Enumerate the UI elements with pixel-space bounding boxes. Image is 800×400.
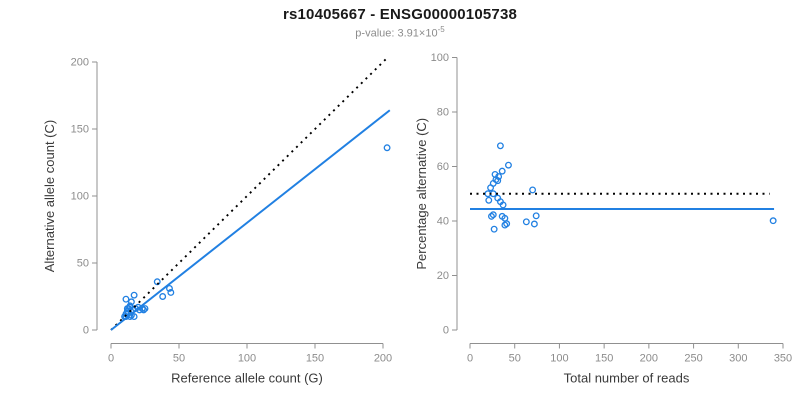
percentage-alternative-scatter: 0 20 40 60 80 100 0 50 100 150 200 250 300 350 Total n… xyxy=(414,52,792,386)
x-tick-label: 0 xyxy=(108,353,114,365)
scatter-point xyxy=(522,218,530,226)
fit-line xyxy=(110,109,391,331)
x-tick-label: 100 xyxy=(550,353,568,365)
y-tick-label: 80 xyxy=(437,107,449,119)
scatter-point xyxy=(499,201,507,209)
scatter-point xyxy=(141,305,149,313)
scatter-point xyxy=(166,285,173,292)
scatter-point xyxy=(125,305,133,313)
pvalue-exponent: -5 xyxy=(437,25,445,34)
y-tick-label: 100 xyxy=(431,52,449,64)
scatter-point xyxy=(769,217,777,225)
scatter-point xyxy=(159,293,167,300)
scatter-point xyxy=(489,211,497,219)
x-tick-label: 50 xyxy=(173,353,185,365)
scatter-point xyxy=(503,220,511,228)
scatter-point xyxy=(494,177,502,185)
y-tick-label: 200 xyxy=(71,57,89,69)
x-tick-label: 100 xyxy=(238,353,256,365)
scatter-point xyxy=(530,220,538,228)
allele-count-scatter: 0 50 100 150 200 0 50 100 150 200 Reference allele… xyxy=(42,57,392,386)
scatter-point xyxy=(167,289,175,296)
pvalue-text: p-value: 3.91×10 xyxy=(355,27,438,40)
y-axis-title: Percentage alternative (C) xyxy=(414,118,429,270)
scatter-point xyxy=(485,196,493,204)
scatter-point xyxy=(498,167,506,175)
y-tick-label: 100 xyxy=(71,191,89,203)
scatter-point xyxy=(130,313,138,321)
x-axis-title: Reference allele count (G) xyxy=(171,371,323,386)
figure-title: rs10405667 - ENSG00000105738 xyxy=(282,6,518,23)
pvalue-subtitle: p-value: 3.91×10-5 xyxy=(0,25,800,40)
y-tick-label: 20 xyxy=(437,270,449,282)
x-tick-label: 50 xyxy=(509,353,521,365)
y-tick-label: 0 xyxy=(443,325,449,337)
y-axis-title: Alternative allele count (C) xyxy=(42,120,57,272)
scatter-point xyxy=(122,295,130,303)
scatter-point xyxy=(505,161,512,169)
y-tick-label: 0 xyxy=(83,325,89,337)
x-axis-title: Total number of reads xyxy=(564,371,690,386)
scatter-point xyxy=(490,225,498,233)
y-tick-label: 150 xyxy=(71,124,89,136)
scatter-point xyxy=(529,186,537,194)
x-tick-label: 200 xyxy=(640,353,658,365)
y-tick-label: 50 xyxy=(77,258,89,270)
scatter-point xyxy=(532,212,540,220)
x-tick-label: 150 xyxy=(595,353,613,365)
y-tick-label: 60 xyxy=(437,161,449,173)
scatter-point xyxy=(140,306,148,314)
scatter-point xyxy=(383,144,391,152)
scatter-point xyxy=(488,212,495,220)
x-tick-label: 0 xyxy=(467,353,473,365)
x-tick-label: 150 xyxy=(306,353,324,365)
scatter-point xyxy=(496,142,504,150)
identity-line xyxy=(110,57,388,331)
scatter-point xyxy=(153,278,161,286)
x-tick-label: 350 xyxy=(774,353,792,365)
scatter-point xyxy=(130,291,138,299)
y-tick-label: 40 xyxy=(437,216,449,228)
x-tick-label: 200 xyxy=(374,353,392,365)
x-tick-label: 300 xyxy=(729,353,747,365)
x-tick-label: 250 xyxy=(684,353,702,365)
scatter-point xyxy=(487,184,495,192)
